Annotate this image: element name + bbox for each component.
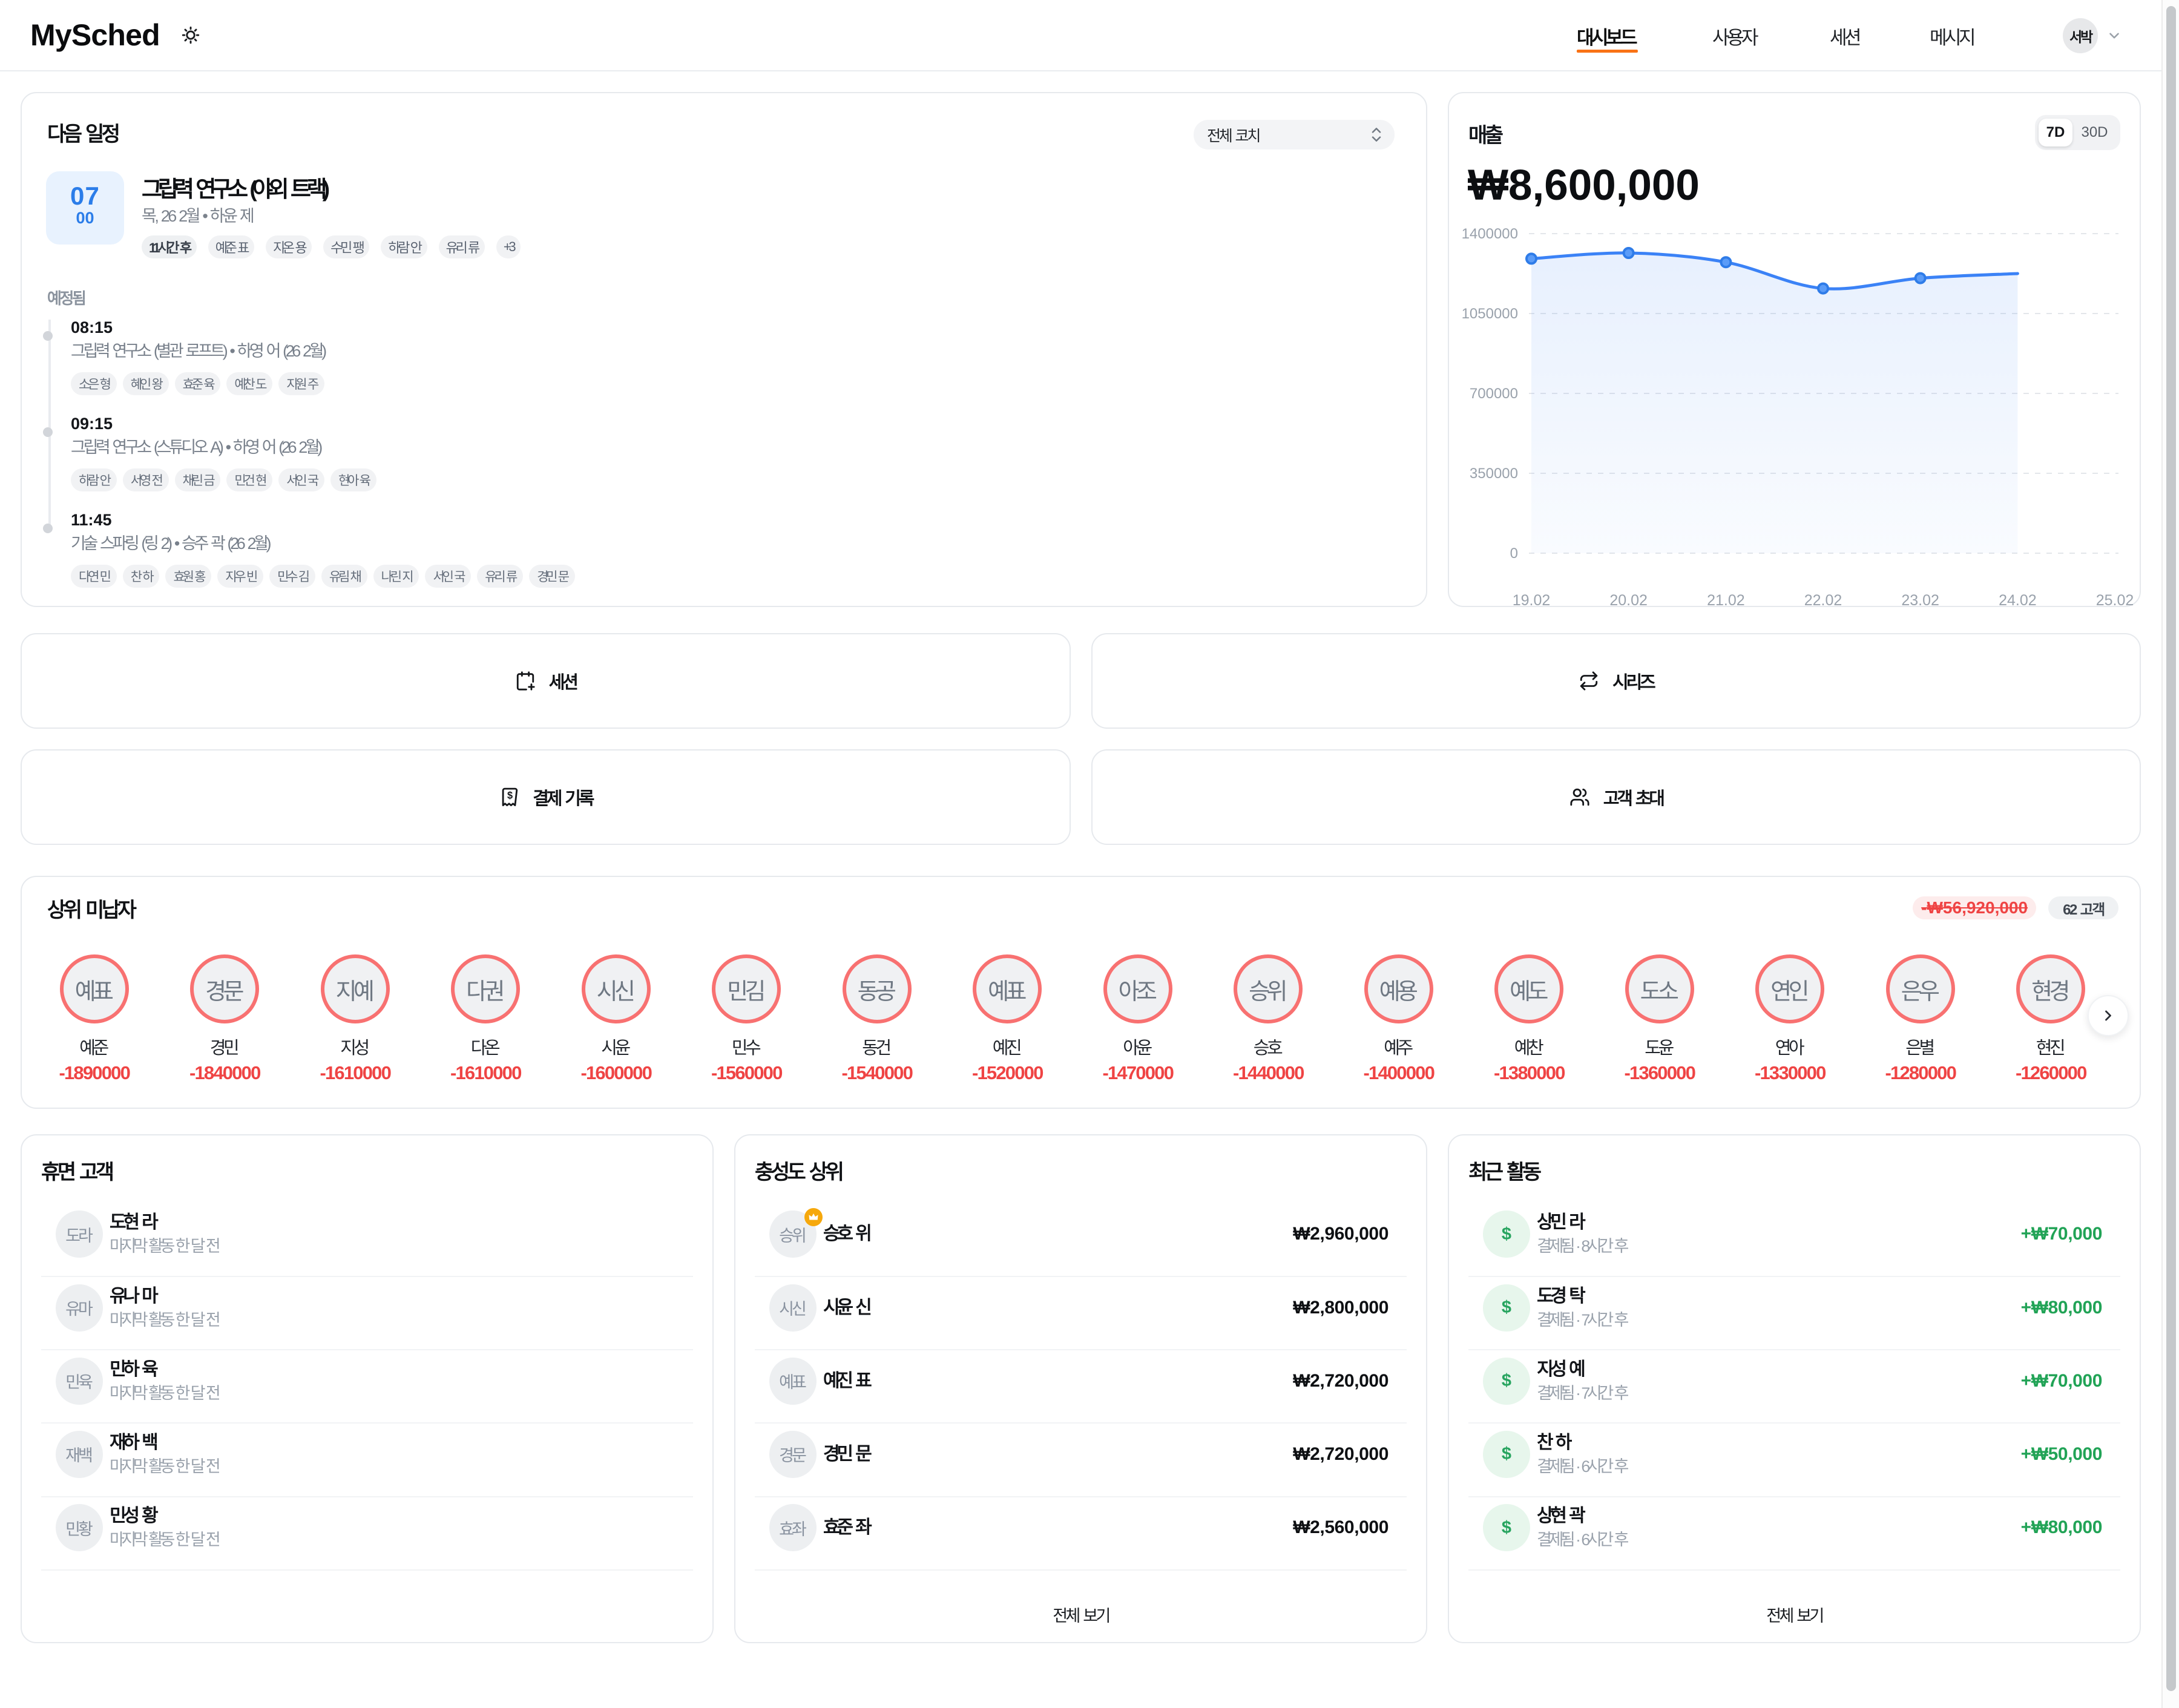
svg-text:22.02: 22.02 bbox=[1804, 592, 1842, 608]
svg-text:24.02: 24.02 bbox=[1999, 592, 2037, 608]
svg-text:21.02: 21.02 bbox=[1707, 592, 1745, 608]
svg-text:23.02: 23.02 bbox=[1901, 592, 1939, 608]
svg-text:20.02: 20.02 bbox=[1609, 592, 1648, 608]
svg-text:1050000: 1050000 bbox=[1462, 306, 1518, 322]
svg-text:700000: 700000 bbox=[1470, 386, 1518, 402]
svg-text:350000: 350000 bbox=[1470, 465, 1518, 482]
svg-text:25.02: 25.02 bbox=[2096, 592, 2134, 608]
svg-text:$: $ bbox=[507, 790, 513, 801]
svg-text:0: 0 bbox=[1510, 545, 1518, 562]
svg-text:1400000: 1400000 bbox=[1462, 226, 1518, 242]
svg-text:19.02: 19.02 bbox=[1513, 592, 1551, 608]
